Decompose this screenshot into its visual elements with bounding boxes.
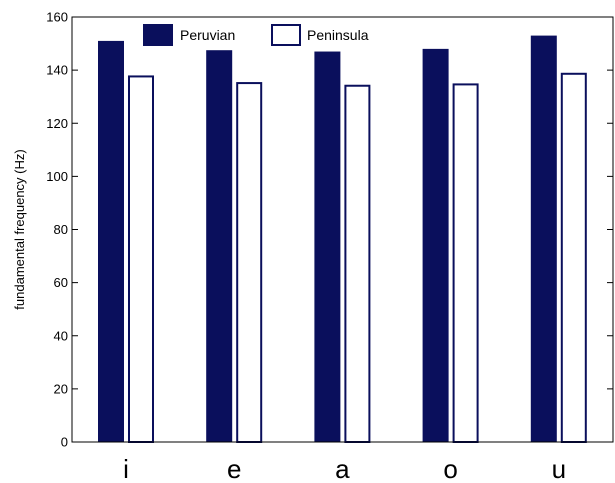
- legend: Peruvian Peninsula: [143, 24, 369, 46]
- y-tick-label: 100: [46, 169, 68, 184]
- plot-frame: [71, 16, 614, 443]
- x-category-label: o: [443, 454, 457, 483]
- y-axis-title: fundamental frequency (Hz): [12, 149, 27, 309]
- x-category-label: a: [335, 454, 350, 483]
- bar-peninsula-u: [560, 72, 587, 443]
- y-axis-ticks: 0 20 40 60 80 100 120 140 160: [46, 10, 613, 450]
- legend-swatch-peninsula: [271, 24, 301, 46]
- bar-peninsula-a: [344, 84, 371, 443]
- y-tick-label: 20: [54, 381, 68, 396]
- bars: [98, 35, 587, 443]
- y-tick-label: 60: [54, 275, 68, 290]
- bar-peninsula-i: [128, 75, 154, 443]
- bar-peruvian-o: [422, 48, 449, 442]
- bar-peninsula-o: [452, 83, 479, 443]
- y-tick-label: 140: [46, 63, 68, 78]
- x-category-label: u: [552, 454, 566, 483]
- bar-peninsula-e: [236, 82, 263, 443]
- y-tick-label: 80: [54, 222, 68, 237]
- legend-label-peruvian: Peruvian: [180, 27, 235, 43]
- bar-peruvian-a: [314, 51, 341, 442]
- bar-peruvian-e: [206, 50, 233, 442]
- legend-swatch-peruvian: [143, 24, 173, 46]
- y-tick-label: 160: [46, 10, 68, 25]
- x-category-label: e: [227, 454, 241, 483]
- bar-peruvian-i: [98, 40, 124, 442]
- bar-peruvian-u: [530, 35, 557, 442]
- x-category-label: i: [123, 454, 129, 483]
- legend-label-peninsula: Peninsula: [307, 27, 369, 43]
- y-tick-label: 40: [54, 328, 68, 343]
- y-tick-label: 0: [61, 435, 68, 450]
- y-tick-label: 120: [46, 116, 68, 131]
